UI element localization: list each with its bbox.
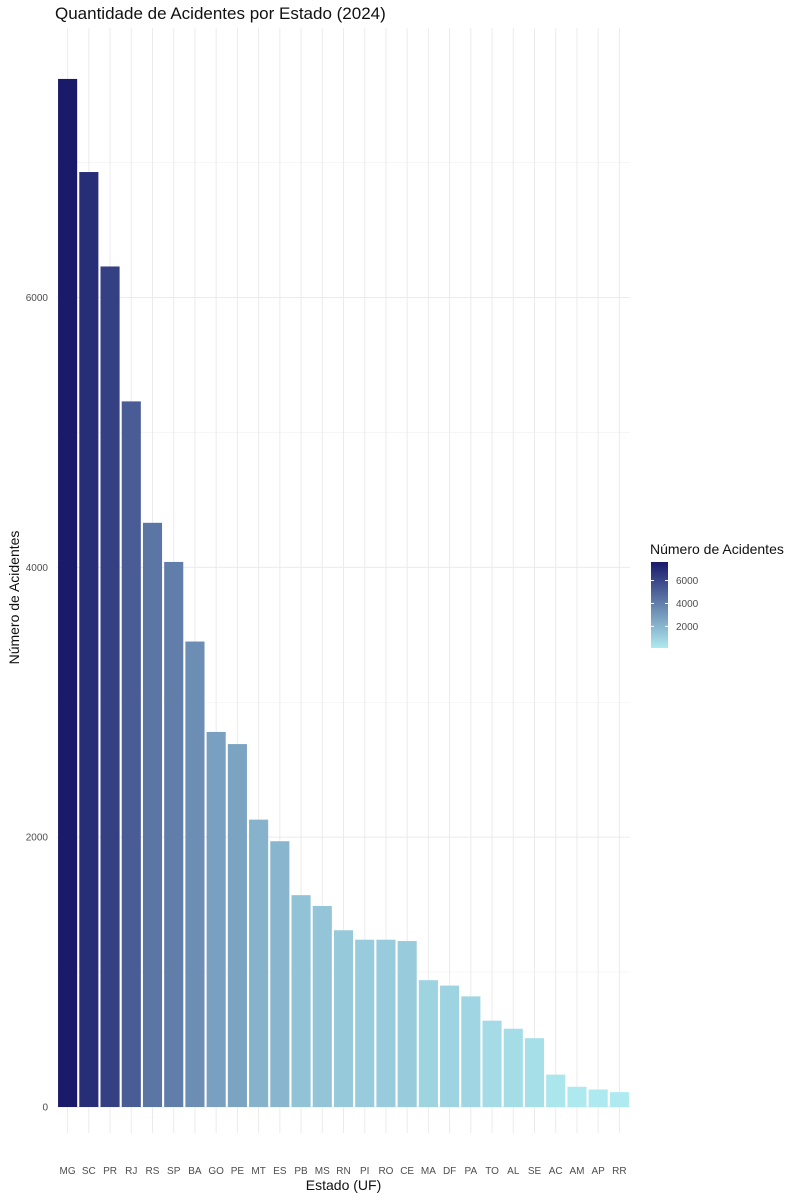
bar-RO: [376, 939, 396, 1107]
x-tick-label: PI: [360, 1166, 369, 1177]
x-tick-label: SC: [82, 1166, 96, 1177]
x-tick-label: ES: [273, 1166, 287, 1177]
bar-DF: [440, 985, 460, 1107]
x-tick-label: PE: [231, 1166, 245, 1177]
bar-MG: [58, 78, 78, 1107]
x-tick-label: GO: [208, 1166, 224, 1177]
bar-RN: [333, 930, 354, 1107]
x-tick-label: RO: [378, 1166, 393, 1177]
x-tick-label: PR: [103, 1166, 117, 1177]
legend-colorbar: [651, 562, 668, 648]
bar-PI: [355, 939, 375, 1107]
bar-AM: [567, 1086, 587, 1107]
x-tick-label: SE: [528, 1166, 542, 1177]
chart-title: Quantidade de Acidentes por Estado (2024…: [55, 4, 386, 23]
y-tick-label: 6000: [26, 293, 49, 304]
bar-SC: [79, 172, 99, 1108]
bar-BA: [185, 641, 205, 1107]
bar-TO: [482, 1020, 502, 1107]
x-tick-label: RJ: [125, 1166, 137, 1177]
x-tick-label: DF: [443, 1166, 456, 1177]
bar-PB: [291, 895, 311, 1107]
y-tick-label: 0: [42, 1103, 48, 1114]
x-tick-label: MG: [60, 1166, 76, 1177]
bar-RR: [609, 1092, 629, 1107]
bar-ES: [270, 841, 290, 1107]
bar-SE: [524, 1038, 545, 1107]
x-tick-label: RN: [336, 1166, 350, 1177]
y-axis-title: Número de Acidentes: [6, 531, 22, 665]
x-tick-label: PB: [294, 1166, 308, 1177]
bar-MA: [418, 980, 438, 1107]
bar-RS: [142, 522, 163, 1107]
legend-tick-label: 6000: [676, 576, 699, 587]
x-tick-label: TO: [485, 1166, 499, 1177]
legend-tick-label: 4000: [676, 599, 699, 610]
x-tick-label: AC: [549, 1166, 563, 1177]
x-tick-label: CE: [400, 1166, 414, 1177]
bar-PE: [227, 744, 247, 1107]
bar-SP: [164, 561, 184, 1107]
x-tick-label: BA: [188, 1166, 202, 1177]
legend-title: Número de Acidentes: [650, 541, 784, 557]
bar-RJ: [121, 401, 141, 1107]
y-tick-label: 4000: [26, 563, 49, 574]
x-tick-label: PA: [465, 1166, 478, 1177]
bar-AC: [546, 1074, 566, 1107]
x-tick-label: SP: [167, 1166, 181, 1177]
bar-MS: [312, 905, 332, 1107]
bar-CE: [397, 941, 417, 1107]
x-tick-label: RR: [612, 1166, 626, 1177]
bar-MT: [249, 819, 269, 1107]
bar-PR: [100, 266, 120, 1107]
x-tick-label: AP: [591, 1166, 605, 1177]
legend-tick-label: 2000: [676, 622, 699, 633]
x-tick-label: AL: [507, 1166, 520, 1177]
x-tick-label: RS: [146, 1166, 160, 1177]
x-axis-title: Estado (UF): [306, 1177, 381, 1193]
bar-AL: [503, 1028, 523, 1107]
bar-GO: [206, 731, 226, 1107]
bar-PA: [461, 996, 481, 1107]
x-tick-label: AM: [569, 1166, 584, 1177]
x-tick-label: MS: [315, 1166, 330, 1177]
x-tick-label: MT: [251, 1166, 265, 1177]
x-tick-label: MA: [421, 1166, 436, 1177]
bar-AP: [588, 1089, 608, 1107]
y-tick-label: 2000: [26, 833, 49, 844]
